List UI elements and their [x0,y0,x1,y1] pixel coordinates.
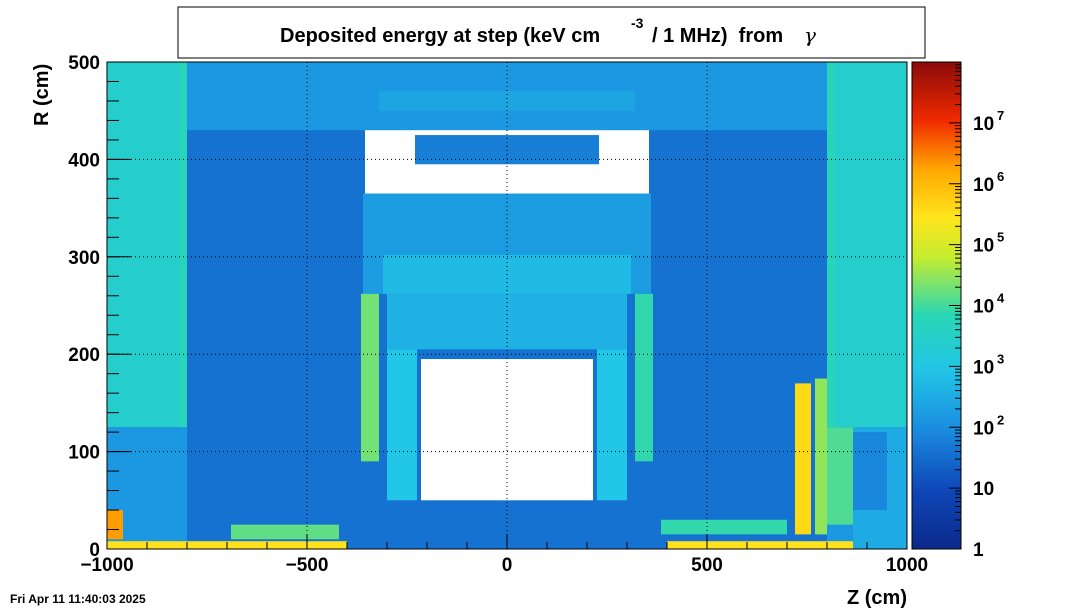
colorbar-tick-label: 10 [973,297,994,318]
heatmap-region-calo-right-wall [635,293,653,462]
chart-title: Deposited energy at step (keV cm [280,25,600,47]
heatmap-region-right-column-2 [815,378,827,535]
heatmap-region-right-endcap [827,62,907,428]
chart-title-particle: γ [804,23,816,47]
heatmap-region-calo-left-wall [361,293,379,462]
title-box [177,6,926,59]
chart-title-exponent: -3 [631,15,644,31]
y-tick-label: 500 [68,53,100,74]
y-tick-label: 400 [68,150,100,171]
colorbar-tick-label: 10 [973,236,994,257]
colorbar-tick-exponent: 5 [997,230,1004,245]
y-tick-label: 100 [68,443,100,464]
colorbar-tick-label: 10 [973,175,994,196]
colorbar-tick-label: 10 [973,479,994,500]
heatmap-region-inner-empty [421,359,593,501]
colorbar-tick-exponent: 6 [997,169,1004,184]
heatmap-region-barrel-mid [387,293,627,350]
x-tick-label: 500 [691,555,723,576]
heatmap-region-right-column-3 [827,427,855,525]
heatmap-region-left-forward-plate [231,524,339,540]
chart-title-suffix: / 1 MHz) from [652,25,783,47]
colorbar-tick-label: 1 [973,540,984,561]
colorbar-tick-exponent: 7 [997,108,1004,123]
colorbar-tick-exponent: 2 [997,412,1004,427]
heatmap-region-left-endcap-edge [179,62,187,428]
heatmap-cells [107,62,907,549]
y-tick-label: 0 [89,540,100,561]
y-axis-label: R (cm) [31,64,53,126]
plot-grid [107,62,907,549]
heatmap-region-right-hot-column [795,383,811,535]
heatmap-region-right-forward-plate [661,519,787,535]
x-tick-label: 1000 [886,555,928,576]
x-tick-label: −500 [286,555,329,576]
colorbar-tick-label: 10 [973,357,994,378]
y-tick-label: 300 [68,248,100,269]
heatmap-region-calo-left-inner [387,349,417,501]
heatmap-region-right-endcap-edge [827,62,835,428]
colorbar-tick-label: 10 [973,114,994,135]
y-tick-label: 200 [68,345,100,366]
x-tick-label: 0 [502,555,513,576]
colorbar-tick-exponent: 4 [997,291,1005,306]
x-tick-label: −1000 [80,555,133,576]
colorbar-tick-exponent: 3 [997,351,1004,366]
heatmap-region-left-endcap [107,62,187,428]
axis-ticks: −1000 −500 0 500 1000 0 100 200 300 400 500 [68,53,928,576]
heatmap-region-top-band-inner [379,91,635,111]
x-axis-label: Z (cm) [847,587,907,609]
colorbar-tick-label: 10 [973,418,994,439]
heatmap-region-left-forward-hot [107,510,123,540]
timestamp: Fri Apr 11 11:40:03 2025 [10,592,146,606]
heatmap-region-calo-right-inner [597,349,627,501]
heatmap-region-right-dark-inner [853,432,887,511]
